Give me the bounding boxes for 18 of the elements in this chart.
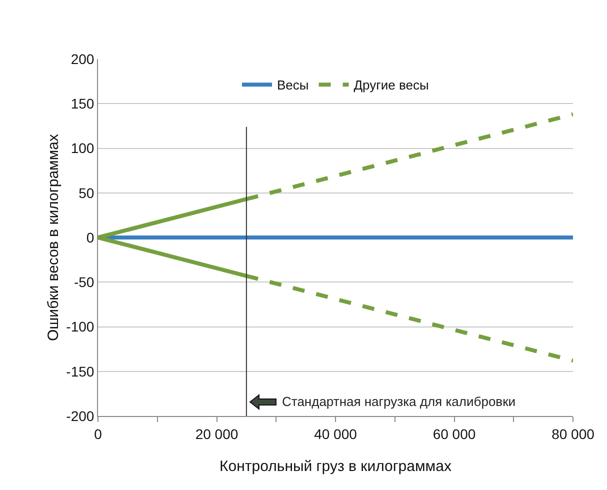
legend-label: Весы xyxy=(277,78,309,93)
y-tick-label: -50 xyxy=(74,274,94,290)
y-tick-label: 50 xyxy=(78,184,94,201)
y-tick-label: -150 xyxy=(66,363,94,380)
y-tick-label: -100 xyxy=(66,318,94,335)
y-axis-title: Ошибки весов в килограммах xyxy=(45,133,62,342)
x-tick-label: 40 000 xyxy=(314,426,358,442)
x-tick-label: 20 000 xyxy=(195,426,238,442)
y-tick-label: 150 xyxy=(70,96,94,112)
ref-line-label: Стандартная нагрузка для калибровки xyxy=(282,394,516,409)
x-axis-title: Контрольный груз в килограммах xyxy=(220,458,452,475)
legend-label: Другие весы xyxy=(354,78,429,93)
y-tick-label: 0 xyxy=(86,229,94,246)
x-tick-label: 60 000 xyxy=(432,426,476,442)
y-tick-label: 200 xyxy=(70,50,94,67)
x-tick-label: 80 000 xyxy=(552,426,595,442)
y-tick-label: -200 xyxy=(66,408,94,424)
y-tick-label: 100 xyxy=(70,140,94,156)
